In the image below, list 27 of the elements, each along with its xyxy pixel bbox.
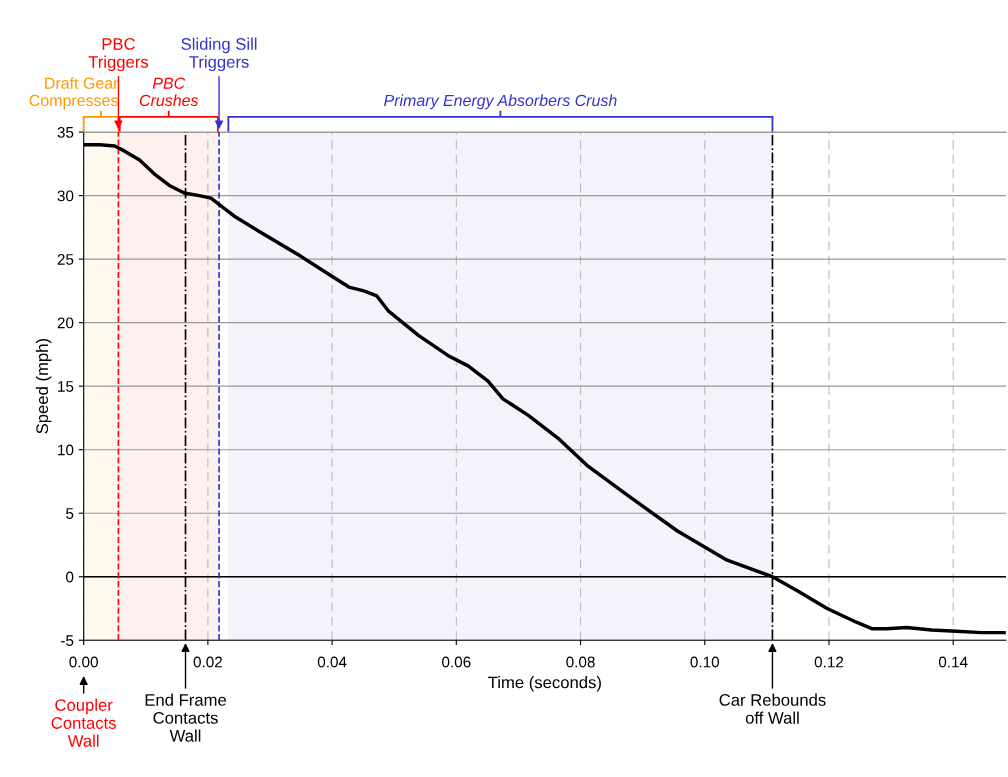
x-tick-label: 0.14 (938, 656, 968, 668)
text: Coupler Contacts Wall (51, 698, 116, 747)
y-tick-label: 15 (58, 381, 74, 392)
ref-line-label: PBC Triggers (88, 38, 149, 72)
x-tick-label: 0.12 (814, 656, 844, 668)
y-tick-label: 35 (57, 126, 74, 138)
x-tick-label: 0.06 (442, 656, 471, 668)
y-tick-label: 30 (57, 190, 74, 202)
x-tick-label: 0.00 (69, 656, 98, 668)
band-label: PBC Crushes (139, 77, 199, 107)
x-tick-label: 0.10 (690, 656, 720, 668)
ref-line-label: Car Rebounds off Wall (719, 693, 826, 724)
y-tick-label: 0 (66, 571, 74, 583)
band-label: Primary Energy Absorbers Crush (384, 94, 617, 110)
x-tick-label: 0.08 (566, 656, 595, 668)
y-tick-label: 10 (58, 444, 74, 456)
y-tick-label: 20 (57, 317, 74, 329)
y-tick-label: 25 (57, 254, 74, 265)
ref-line-label: Sliding Sill Triggers (181, 37, 257, 72)
y-tick-label: 5 (66, 508, 74, 519)
x-tick-label: 0.02 (193, 656, 222, 668)
ref-line-label: End Frame Contacts Wall (145, 693, 226, 742)
y-tick-label: -5 (61, 635, 74, 646)
x-axis-title: Time (seconds) (488, 676, 601, 692)
y-axis-title: Speed (mph) (35, 339, 52, 434)
band-label: Draft Gear Compresses (29, 77, 119, 110)
x-tick-label: 0.04 (317, 656, 347, 668)
